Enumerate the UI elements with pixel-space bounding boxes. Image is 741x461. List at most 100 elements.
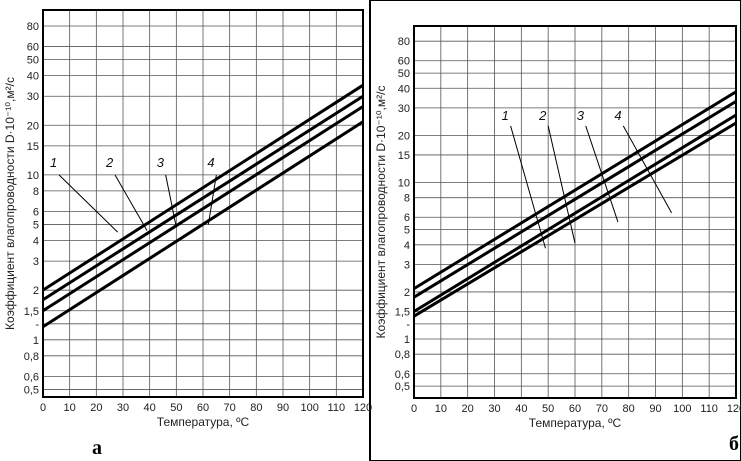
- y-tick-label: 0,6: [395, 369, 410, 381]
- x-tick-label: 20: [90, 402, 102, 414]
- y-tick-label: 0,8: [395, 349, 410, 361]
- series-line-1: [42, 83, 364, 292]
- callout-line-1: [510, 125, 546, 249]
- y-tick-label: 1,5: [24, 306, 39, 318]
- x-axis-label: Температура, ºС: [529, 416, 622, 430]
- y-tick-label: 30: [398, 103, 410, 115]
- y-tick-label: 0,5: [395, 381, 410, 393]
- x-tick-label: 90: [277, 402, 289, 414]
- y-tick-label: 4: [33, 236, 39, 248]
- callout-line-4: [207, 174, 217, 225]
- y-tick-label: 80: [27, 21, 39, 33]
- callout-line-1: [58, 174, 119, 233]
- series-line-2: [413, 100, 737, 299]
- series-label-1: 1: [50, 155, 57, 170]
- x-tick-label: 90: [649, 403, 661, 415]
- y-tick-label: 40: [398, 83, 410, 95]
- x-tick-label: 100: [673, 403, 691, 415]
- y-tick-label: 60: [398, 56, 410, 68]
- series-label-4: 4: [614, 108, 621, 123]
- y-tick-label: 2: [33, 285, 39, 297]
- y-tick-label: 20: [398, 130, 410, 142]
- y-tick-label: 60: [27, 42, 39, 54]
- callout-line-2: [547, 125, 576, 244]
- x-tick-label: 10: [64, 402, 76, 414]
- series-label-3: 3: [577, 108, 585, 123]
- x-tick-label: 120: [727, 403, 741, 415]
- y-tick-label: 6: [33, 206, 39, 218]
- y-tick-label: 6: [404, 212, 410, 224]
- y-tick-label: 10: [27, 170, 39, 182]
- y-tick-label: 8: [33, 186, 39, 198]
- y-tick-label: 50: [398, 68, 410, 80]
- y-tick-label: 3: [33, 256, 39, 268]
- panel-letter-a: а: [92, 437, 102, 459]
- x-tick-label: 60: [569, 403, 581, 415]
- y-tick-label: 30: [27, 91, 39, 103]
- y-tick-label: 0,8: [24, 351, 39, 363]
- y-tick-label: 4: [404, 240, 410, 252]
- y-tick-label: 2: [404, 287, 410, 299]
- y-tick-label: 8: [404, 193, 410, 205]
- callout-line-3: [585, 125, 619, 223]
- y-tick-label: -: [35, 319, 39, 331]
- chart-panel-b: 01020304050607080901001101200,50,60,81-1…: [374, 25, 741, 430]
- series-line-3: [42, 105, 364, 313]
- series-label-2: 2: [538, 108, 547, 123]
- x-tick-label: 0: [40, 402, 46, 414]
- callout-line-3: [165, 174, 177, 228]
- x-tick-label: 110: [700, 403, 718, 415]
- y-tick-label: 80: [398, 36, 410, 48]
- x-tick-label: 20: [462, 403, 474, 415]
- y-axis-label: Коэффициент влагопроводности D·10⁻¹⁰,м²/…: [3, 77, 17, 330]
- panel-letter-b: б: [729, 433, 739, 455]
- x-tick-label: 0: [411, 403, 417, 415]
- series-label-2: 2: [105, 155, 114, 170]
- x-tick-label: 60: [197, 402, 209, 414]
- x-tick-label: 50: [542, 403, 554, 415]
- y-tick-label: 1,5: [395, 306, 410, 318]
- y-tick-label: 20: [27, 120, 39, 132]
- series-line-4: [413, 121, 737, 318]
- x-tick-label: 30: [117, 402, 129, 414]
- x-tick-label: 110: [328, 402, 346, 414]
- chart-panel-a: 0 10 20 30 40 50 60 70 80 90 100 110 1200,50,60,81-1…: [3, 9, 372, 429]
- series-line-3: [413, 113, 737, 313]
- x-tick-label: 40: [144, 402, 156, 414]
- series-label-3: 3: [157, 155, 165, 170]
- x-tick-label: 80: [623, 403, 635, 415]
- x-tick-label: 40: [515, 403, 527, 415]
- y-tick-label: 1: [404, 334, 410, 346]
- series-label-4: 4: [207, 155, 214, 170]
- y-tick-label: 40: [27, 71, 39, 83]
- x-tick-label: 100: [300, 402, 318, 414]
- callout-line-4: [622, 125, 673, 214]
- y-tick-label: 0,5: [24, 384, 39, 396]
- y-tick-label: 1: [33, 335, 39, 347]
- y-tick-label: 5: [404, 225, 410, 237]
- y-tick-label: 0,6: [24, 371, 39, 383]
- series-line-4: [42, 120, 364, 329]
- y-axis-label: Коэффициент влагопроводности D·10⁻¹⁰,м²/…: [374, 86, 388, 339]
- x-axis-label: Температура, ºС: [157, 415, 250, 429]
- x-tick-label: 70: [224, 402, 236, 414]
- y-tick-label: 3: [404, 259, 410, 271]
- y-tick-label: 5: [33, 220, 39, 232]
- series-line-1: [413, 90, 737, 290]
- plot-frame: [413, 25, 737, 399]
- y-tick-label: 15: [27, 141, 39, 153]
- y-tick-label: 50: [27, 55, 39, 67]
- x-tick-label: 50: [170, 402, 182, 414]
- x-tick-label: 120: [354, 402, 372, 414]
- series-label-1: 1: [502, 108, 509, 123]
- series-line-2: [42, 94, 364, 301]
- plot-frame: [42, 9, 364, 398]
- x-tick-label: 10: [435, 403, 447, 415]
- y-tick-label: 10: [398, 178, 410, 190]
- x-tick-label: 30: [488, 403, 500, 415]
- callout-line-2: [114, 174, 148, 231]
- y-tick-label: 15: [398, 150, 410, 162]
- x-tick-label: 80: [250, 402, 262, 414]
- x-tick-label: 70: [596, 403, 608, 415]
